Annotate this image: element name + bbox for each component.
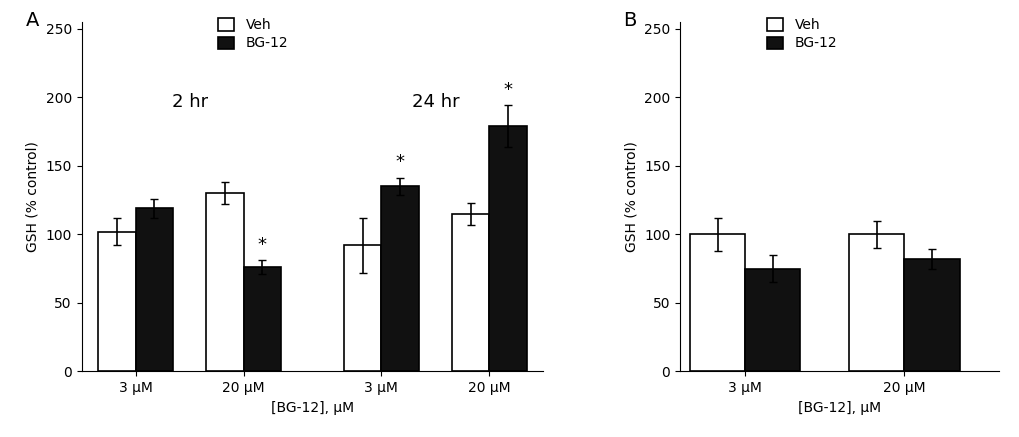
Bar — [344, 245, 381, 371]
Bar — [745, 269, 800, 371]
Text: *: * — [395, 153, 405, 171]
Text: 24 hr: 24 hr — [412, 93, 460, 111]
Bar — [381, 186, 419, 371]
Text: 2 hr: 2 hr — [171, 93, 208, 111]
Text: A: A — [26, 11, 40, 30]
Text: *: * — [258, 236, 267, 253]
Bar — [690, 234, 745, 371]
Bar — [98, 232, 136, 371]
Legend: Veh, BG-12: Veh, BG-12 — [766, 18, 837, 50]
Legend: Veh, BG-12: Veh, BG-12 — [218, 18, 288, 50]
Bar — [905, 259, 960, 371]
Text: B: B — [623, 11, 636, 30]
Y-axis label: GSH (% control): GSH (% control) — [25, 141, 40, 252]
Bar — [244, 267, 281, 371]
Y-axis label: GSH (% control): GSH (% control) — [625, 141, 638, 252]
X-axis label: [BG-12], μM: [BG-12], μM — [798, 401, 880, 415]
Bar — [136, 208, 173, 371]
X-axis label: [BG-12], μM: [BG-12], μM — [271, 401, 354, 415]
Text: *: * — [503, 80, 513, 99]
Bar — [206, 193, 244, 371]
Bar — [850, 234, 905, 371]
Bar — [489, 126, 527, 371]
Bar — [452, 214, 489, 371]
